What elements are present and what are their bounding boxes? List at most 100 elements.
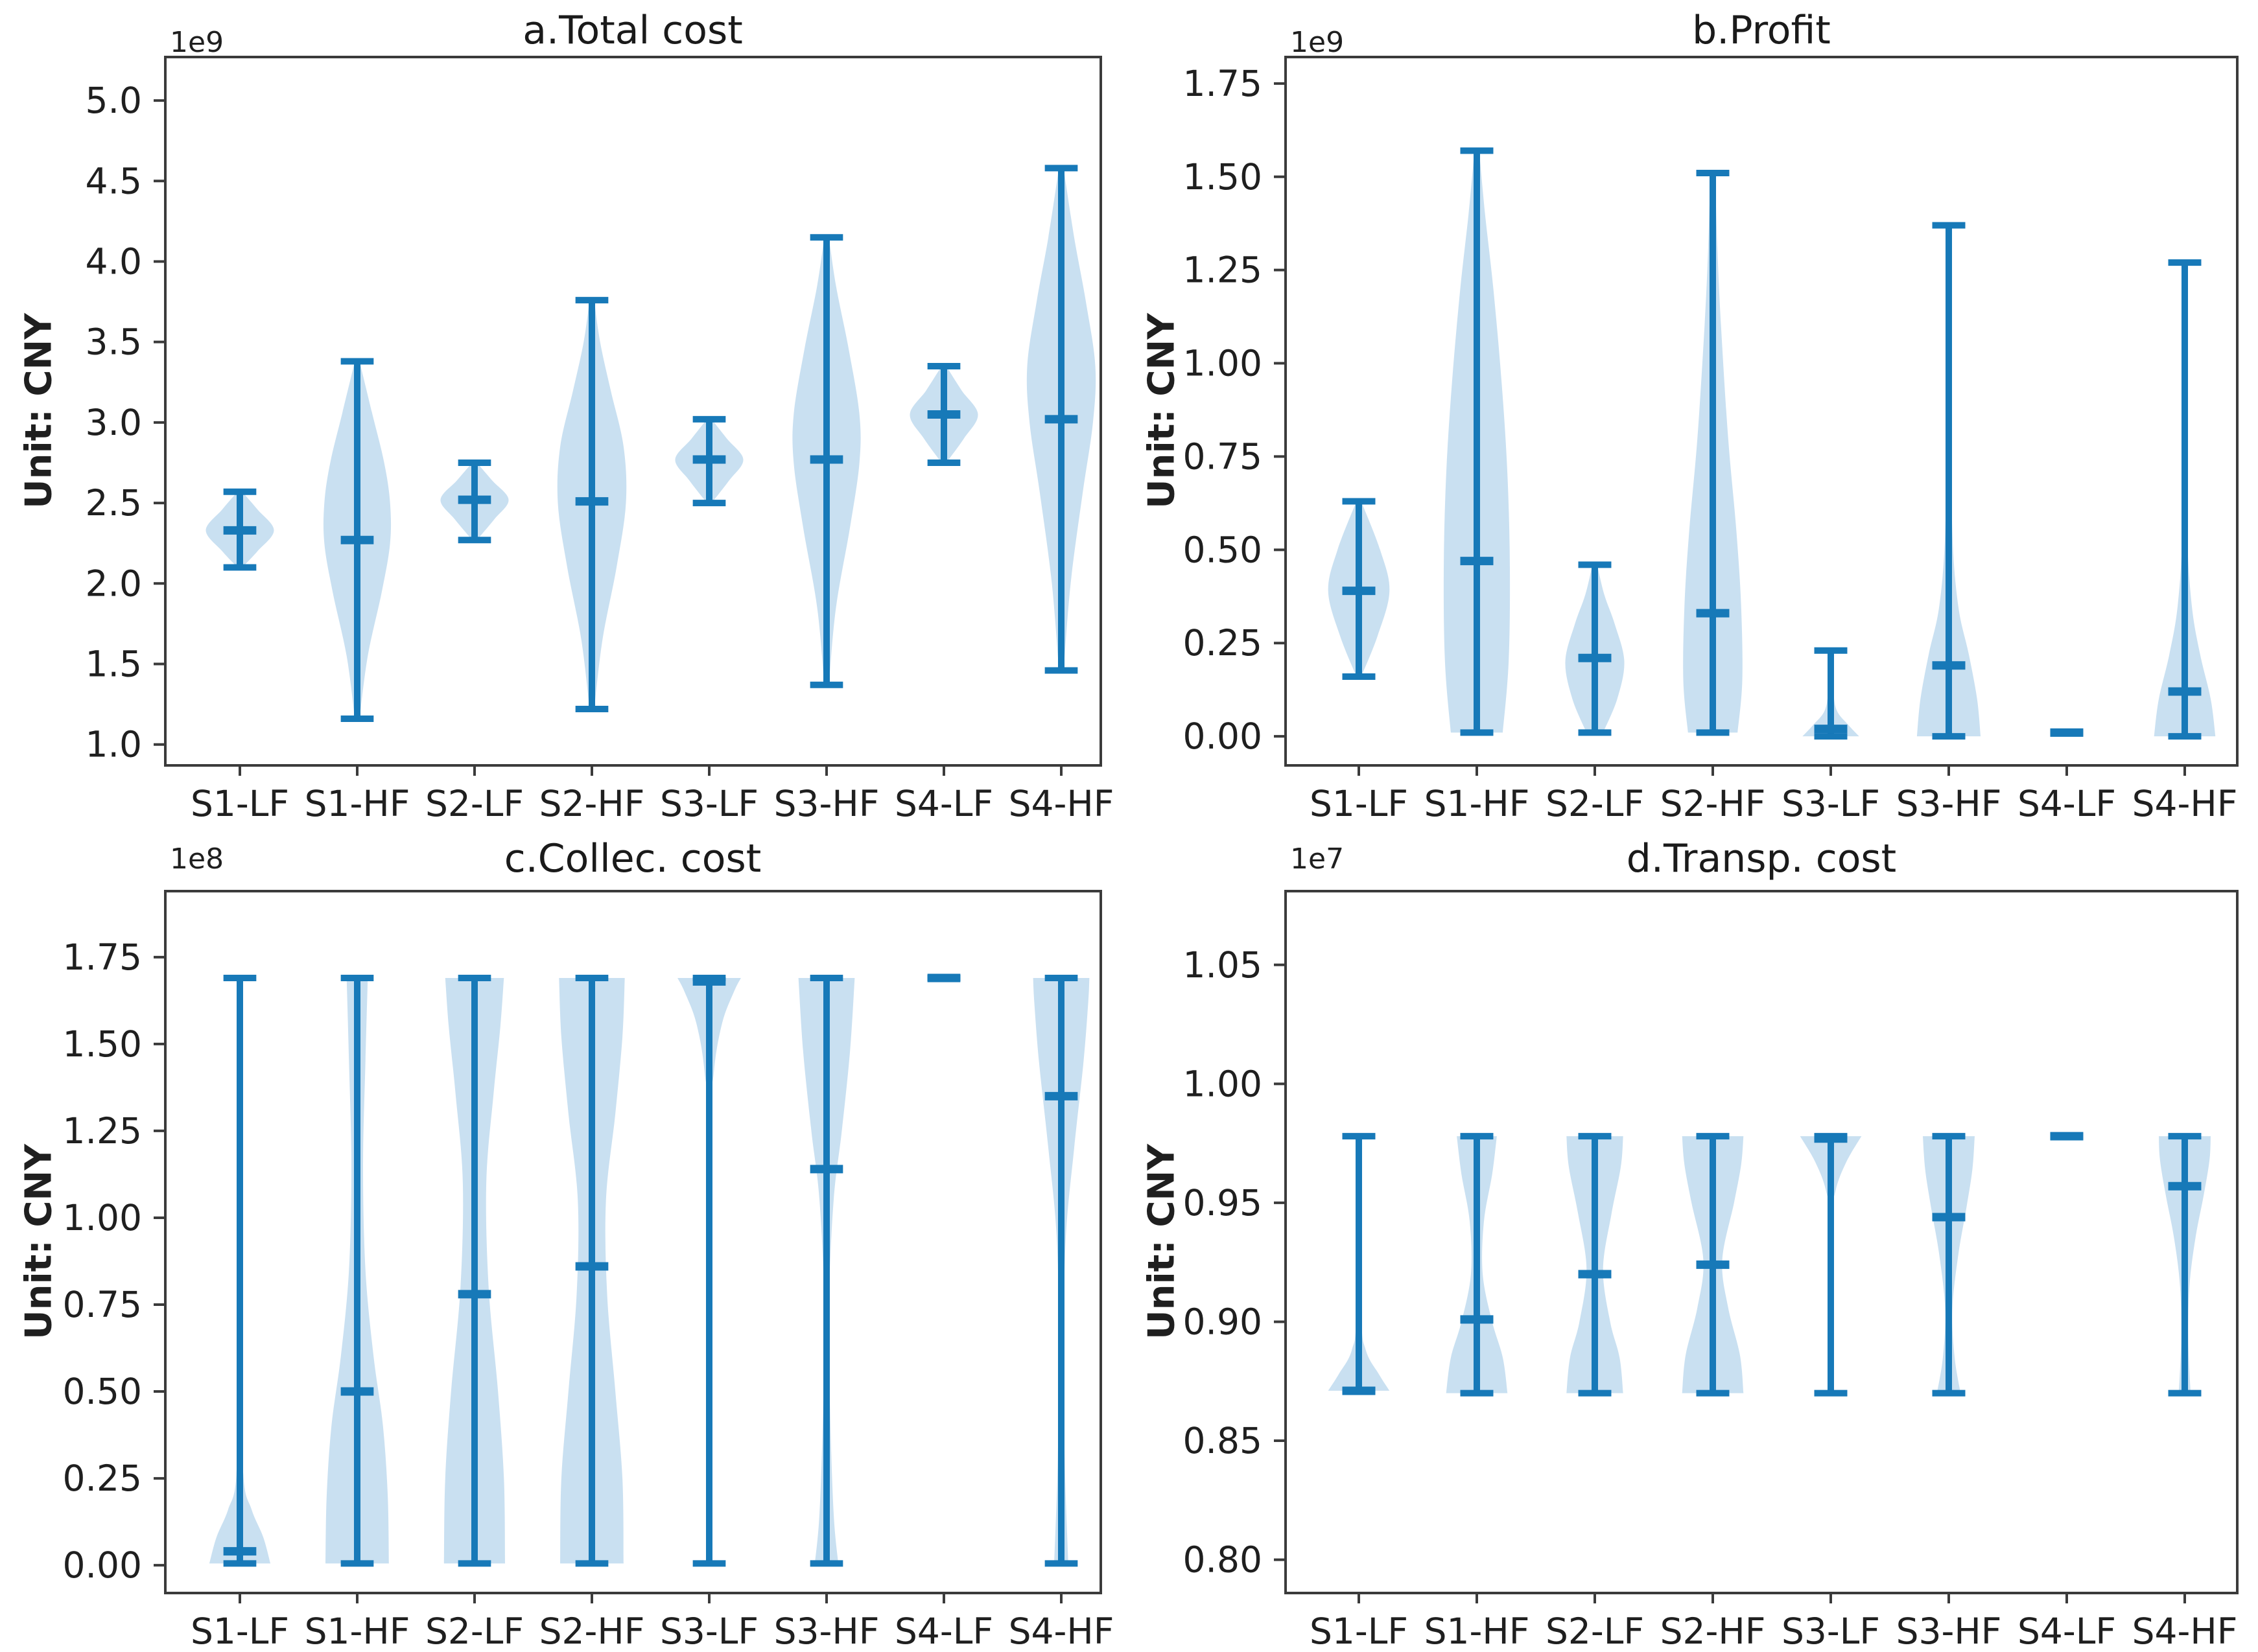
x-tick-label: S2-LF (425, 783, 524, 824)
subplot-d: 0.80 0.85 0.90 0.95 1.00 1.05 S1-LF S1-HF S2-LF S… (1183, 890, 2239, 1652)
violin-b-s2-lf (1565, 561, 1625, 736)
x-tick-label: S4-LF (2017, 1611, 2116, 1652)
violin-c-s2-lf (443, 975, 506, 1567)
x-tick-label: S1-HF (305, 1611, 410, 1652)
y-tick-label: 0.80 (1183, 1539, 1262, 1581)
violin-a-s1-hf (323, 358, 392, 722)
x-tick-label: S1-LF (1310, 1611, 1408, 1652)
x-tick-label: S4-HF (2132, 1611, 2238, 1652)
violin-b-s1-hf (1443, 147, 1511, 736)
x-tick-label: S1-HF (305, 783, 410, 824)
violin-b-s3-lf (1802, 647, 1859, 740)
x-tick-label: S3-LF (660, 1611, 759, 1652)
x-tick-label: S2-HF (539, 1611, 645, 1652)
subplot-c-title: c.Collec. cost (504, 836, 762, 881)
y-tick-label: 1.25 (63, 1110, 142, 1152)
y-tick-label: 1.75 (63, 937, 142, 978)
x-tick-label: S3-LF (1782, 1611, 1880, 1652)
x-tick-label: S3-LF (660, 783, 759, 824)
y-tick-label: 1.00 (1183, 1063, 1262, 1104)
subplot-d-title: d.Transp. cost (1626, 836, 1897, 881)
violin-d-s3-lf (1800, 1133, 1862, 1397)
y-tick-label: 0.95 (1183, 1182, 1262, 1224)
subplot-c-axis-scale-label: 1e8 (170, 843, 224, 876)
subplot-a-title: a.Total cost (523, 8, 743, 53)
subplot-c-y-axis-label: Unit: CNY (18, 1144, 60, 1340)
subplot-a-y-axis-label: Unit: CNY (18, 313, 60, 509)
x-tick-label: S4-LF (895, 1611, 993, 1652)
violin-b-s4-hf (2154, 259, 2216, 740)
y-tick-label: 0.85 (1183, 1420, 1262, 1461)
x-tick-label: S1-LF (191, 1611, 289, 1652)
y-tick-label: 3.0 (86, 402, 142, 443)
violin-b-s1-lf (1328, 498, 1390, 681)
x-tick-label: S3-HF (774, 1611, 880, 1652)
y-tick-label: 1.25 (1183, 250, 1262, 291)
x-tick-label: S3-HF (1896, 1611, 2002, 1652)
violin-a-s1-lf (206, 488, 274, 571)
x-tick-label: S3-HF (1896, 783, 2002, 824)
violin-c-s3-hf (798, 975, 855, 1567)
y-tick-label: 1.0 (86, 724, 142, 765)
y-tick-label: 1.05 (1183, 944, 1262, 986)
violin-c-s1-lf (209, 975, 271, 1567)
x-tick-label: S2-LF (1546, 783, 1644, 824)
violin-d-s4-hf (2159, 1133, 2211, 1397)
y-tick-label: 1.00 (63, 1197, 142, 1239)
x-tick-label: S4-HF (1009, 1611, 1114, 1652)
violin-d-s2-hf (1682, 1133, 1744, 1397)
x-tick-label: S1-LF (191, 783, 289, 824)
x-tick-label: S2-LF (425, 1611, 524, 1652)
y-tick-label: 0.25 (63, 1458, 142, 1499)
violin-a-s2-lf (440, 459, 509, 544)
violin-c-s3-lf (677, 975, 741, 1567)
x-tick-label: S1-LF (1310, 783, 1408, 824)
y-tick-label: 4.5 (86, 160, 142, 202)
violin-a-s4-lf (910, 362, 978, 466)
violin-a-s3-hf (792, 234, 861, 688)
violin-d-s2-lf (1566, 1133, 1623, 1397)
y-tick-label: 3.5 (86, 321, 142, 363)
x-tick-label: S2-HF (1660, 783, 1766, 824)
subplot-d-axis-scale-label: 1e7 (1290, 843, 1345, 876)
violin-d-s1-hf (1446, 1133, 1508, 1397)
y-tick-label: 0.50 (63, 1371, 142, 1412)
x-tick-label: S1-HF (1424, 783, 1530, 824)
violin-b-s2-hf (1683, 170, 1743, 736)
y-tick-label: 0.90 (1183, 1301, 1262, 1342)
y-tick-label: 0.50 (1183, 529, 1262, 570)
x-tick-label: S1-HF (1424, 1611, 1530, 1652)
subplot-b: 0.00 0.25 0.50 0.75 1.00 1.25 1.50 1.75 S1-LF S1-… (1183, 56, 2239, 824)
plot-frame (1284, 56, 2239, 767)
violin-a-s3-lf (675, 415, 744, 507)
subplot-a-axis-scale-label: 1e9 (170, 26, 224, 59)
subplot-a: 1.0 1.5 2.0 2.5 3.0 3.5 4.0 4.5 5.0 S1-LF S1-HF S2-… (86, 56, 1114, 824)
violin-c-s4-hf (1033, 975, 1090, 1567)
x-tick-label: S4-HF (2132, 783, 2238, 824)
x-tick-label: S3-LF (1782, 783, 1880, 824)
violin-a-s4-hf (1026, 165, 1096, 674)
x-tick-label: S2-HF (1660, 1611, 1766, 1652)
violin-b-s3-hf (1916, 222, 1981, 740)
y-tick-label: 0.75 (63, 1284, 142, 1325)
y-tick-label: 0.25 (1183, 622, 1262, 664)
x-tick-label: S2-LF (1546, 1611, 1644, 1652)
x-tick-label: S4-LF (2017, 783, 2116, 824)
plot-frame (164, 890, 1102, 1594)
violin-d-s3-hf (1923, 1133, 1975, 1397)
y-tick-label: 1.50 (63, 1023, 142, 1065)
y-tick-label: 2.5 (86, 482, 142, 524)
x-tick-label: S3-HF (774, 783, 880, 824)
x-tick-label: S4-HF (1009, 783, 1114, 824)
violin-c-s2-hf (559, 975, 625, 1567)
violin-a-s2-hf (557, 297, 627, 713)
plot-frame (1284, 890, 2239, 1594)
y-tick-label: 2.0 (86, 563, 142, 604)
subplot-b-y-axis-label: Unit: CNY (1140, 313, 1183, 509)
subplot-d-y-axis-label: Unit: CNY (1140, 1144, 1183, 1340)
y-tick-label: 0.00 (63, 1544, 142, 1586)
x-tick-label: S2-HF (539, 783, 645, 824)
y-tick-label: 1.50 (1183, 156, 1262, 198)
x-tick-label: S4-LF (895, 783, 993, 824)
